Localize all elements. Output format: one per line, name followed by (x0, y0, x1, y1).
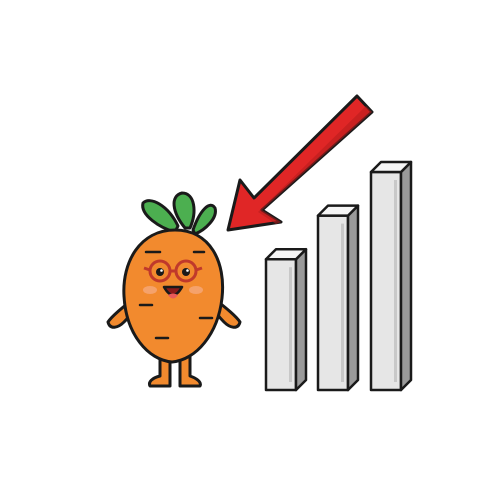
bar-1 (264, 247, 308, 392)
right-cheek (189, 286, 203, 294)
glasses-icon (143, 259, 203, 283)
growth-bar-chart (264, 160, 413, 392)
right-eye (182, 268, 190, 276)
carrot-legs (148, 350, 202, 388)
red-arrow-icon (226, 94, 374, 232)
carrot-texture-lines (138, 250, 214, 340)
left-eye (156, 268, 164, 276)
left-cheek (143, 286, 157, 294)
carrot-leaves (141, 191, 217, 236)
bar-2 (316, 204, 360, 392)
carrot-mascot (106, 191, 242, 388)
bar-3 (369, 160, 413, 392)
